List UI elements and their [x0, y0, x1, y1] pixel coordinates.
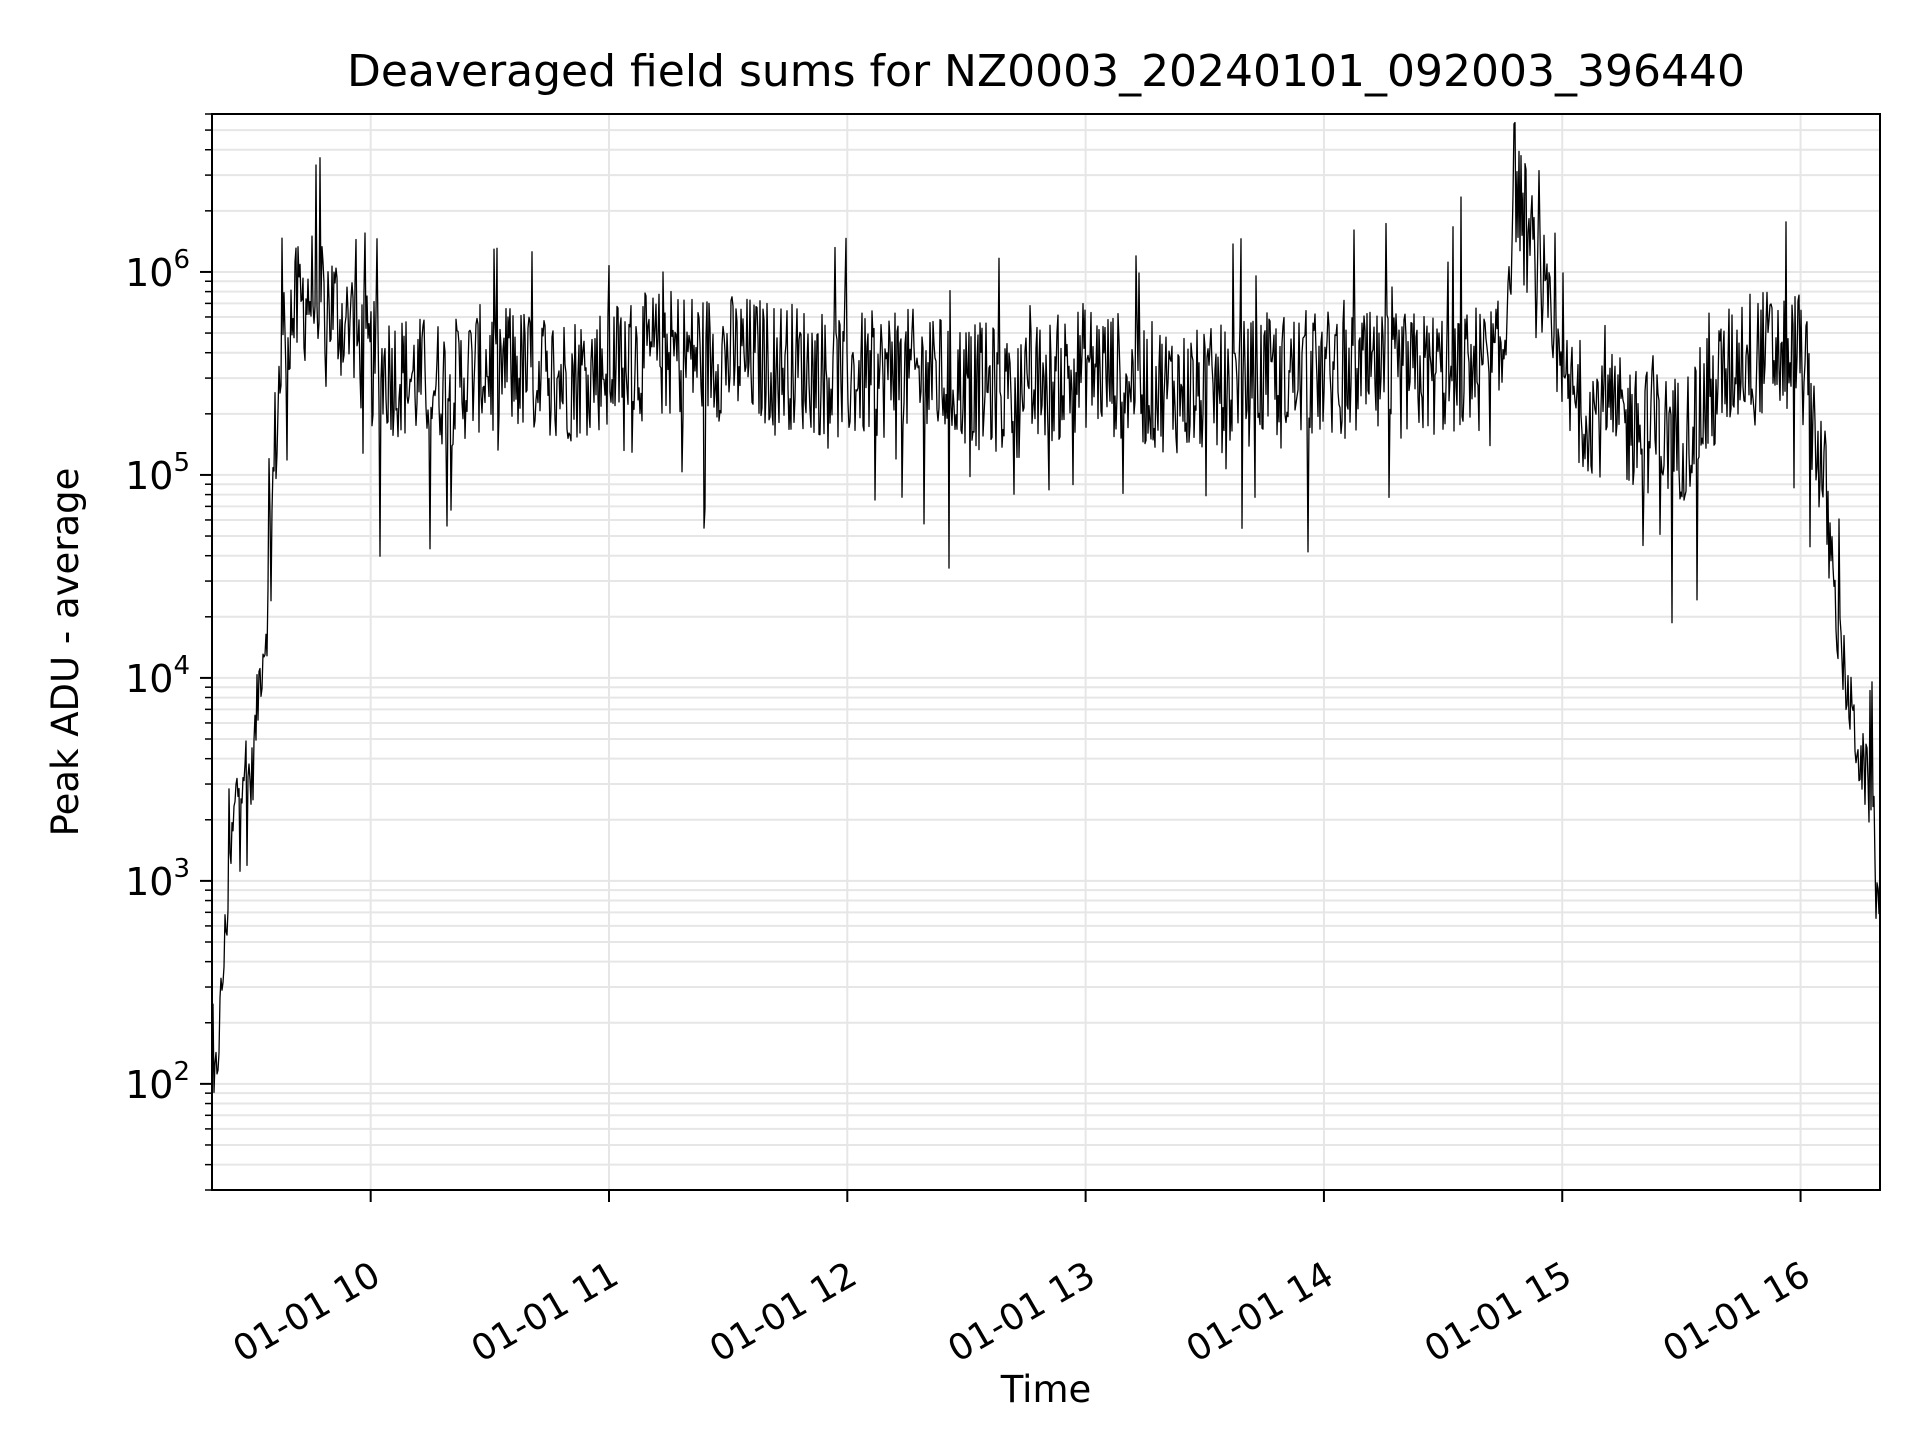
chart-title: Deaveraged field sums for NZ0003_2024010… [347, 46, 1745, 97]
y-tick-base: 10 [125, 251, 173, 295]
data-series [211, 121, 1881, 1123]
axes-frame [211, 113, 1881, 1191]
y-tick-exponent: 6 [173, 245, 190, 275]
series-line [211, 121, 1881, 1123]
y-tick-label: 106 [125, 245, 190, 295]
y-tick-exponent: 5 [173, 448, 190, 478]
y-tick-label: 104 [125, 651, 190, 701]
y-tick-exponent: 2 [173, 1057, 190, 1087]
y-tick-exponent: 3 [173, 854, 190, 884]
y-tick-base: 10 [125, 657, 173, 701]
y-tick-base: 10 [125, 860, 173, 904]
y-axis-label: Peak ADU - average [44, 468, 87, 837]
y-tick-label: 102 [125, 1057, 190, 1107]
y-tick-base: 10 [125, 1063, 173, 1107]
x-axis-label: Time [1000, 1368, 1092, 1411]
y-tick-exponent: 4 [173, 651, 190, 681]
y-tick-label: 105 [125, 448, 190, 498]
y-tick-base: 10 [125, 454, 173, 498]
y-tick-label: 103 [125, 854, 190, 904]
